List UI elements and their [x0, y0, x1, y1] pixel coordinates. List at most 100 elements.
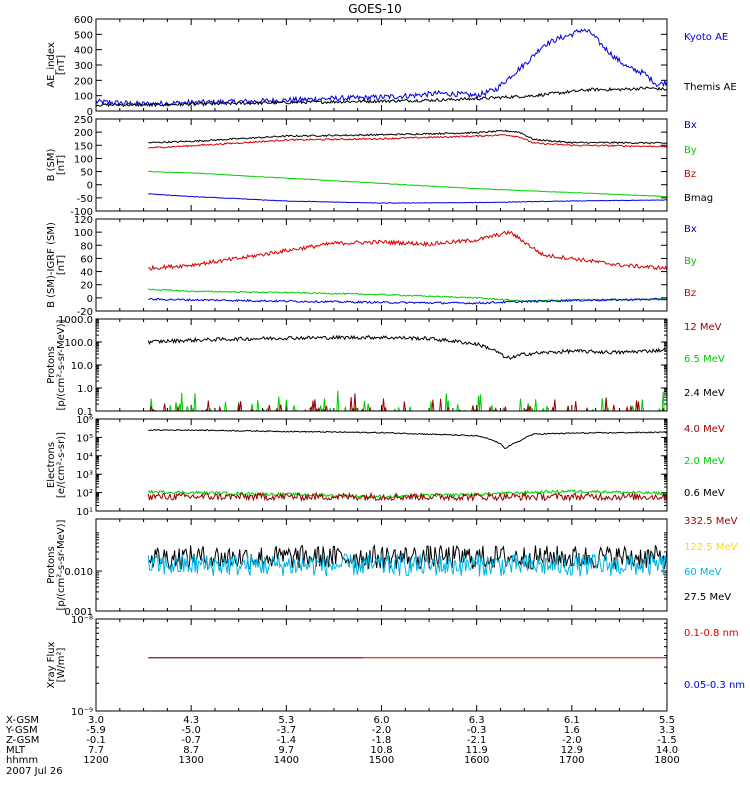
ylabel: B (SM) — [46, 148, 57, 181]
series-line — [147, 552, 667, 577]
panel-frame — [95, 318, 668, 412]
xaxis-value: 1700 — [559, 755, 584, 766]
xaxis-value: 1800 — [654, 755, 679, 766]
legend-entry: 122.5 MeV — [684, 542, 738, 553]
ytick-label: 100.0 — [64, 338, 93, 349]
series-line — [147, 334, 667, 361]
xaxis-value: -0.1 — [86, 735, 106, 746]
ytick-label: 120 — [74, 215, 93, 226]
xaxis-value: 11.9 — [466, 745, 488, 756]
ytick-label: 50 — [80, 168, 93, 179]
series-line — [148, 170, 667, 198]
xaxis-value: -2.0 — [562, 735, 582, 746]
xaxis-value: 6.0 — [374, 715, 390, 726]
ylabel: Protons — [46, 346, 57, 383]
xaxis-value: 8.7 — [183, 745, 199, 756]
xaxis-value: 12.9 — [561, 745, 583, 756]
series-line — [147, 491, 667, 502]
ytick-label: 250 — [74, 115, 93, 126]
xaxis-value: -1.4 — [277, 735, 297, 746]
xaxis-row-label: hhmm — [6, 755, 38, 766]
panel-1: 0 100 200 300 400 500 600 AE_index [nT] Kyoto AE T… — [46, 15, 737, 118]
ytick-label: -20 — [77, 307, 93, 318]
panel-frame — [95, 118, 668, 212]
ytick-label: 200 — [74, 76, 93, 87]
ytick-label: 100 — [74, 92, 93, 103]
ytick-label: 10.0 — [71, 361, 93, 372]
ytick-label: 300 — [74, 61, 93, 72]
series-line — [96, 28, 667, 108]
panel-3: -20 0 20 40 60 80 100 120 B (SM)-IGRF (SM) [nT] Bx… — [46, 215, 697, 318]
xaxis-value: 6.1 — [564, 715, 580, 726]
legend-entry: Kyoto AE — [684, 32, 728, 43]
ylabel: [e/(cm²-s-sr)] — [56, 432, 67, 498]
date-label: 2007 Jul 26 — [6, 766, 63, 777]
xaxis-value: 1500 — [369, 755, 394, 766]
legend-entry: 0.6 MeV — [684, 488, 725, 499]
xaxis-value: -1.5 — [657, 735, 677, 746]
xaxis-value: 10.8 — [370, 745, 392, 756]
ytick-label: 10⁶ — [76, 415, 93, 426]
legend-entry: 4.0 MeV — [684, 424, 725, 435]
ylabel: [p/(cm²-s-sr-MeV)] — [56, 319, 67, 410]
xaxis-value: -2.0 — [372, 725, 392, 736]
xaxis-row-label: Y-GSM — [5, 725, 38, 736]
xaxis-value: -5.9 — [86, 725, 106, 736]
xaxis-value: 1.6 — [564, 725, 580, 736]
series-line — [148, 129, 667, 145]
xaxis-row-label: Z-GSM — [6, 735, 39, 746]
legend-entry: Bx — [684, 120, 697, 131]
ylabel: [nT] — [56, 55, 67, 75]
legend-entry: Bx — [684, 224, 697, 235]
legend-entry: By — [684, 256, 697, 267]
legend-entry: 2.0 MeV — [684, 456, 725, 467]
series-line — [148, 288, 667, 303]
xaxis-value: -0.7 — [181, 735, 201, 746]
series-line — [148, 193, 667, 204]
ylabel: [nT] — [56, 155, 67, 175]
ytick-label: 10⁵ — [76, 433, 93, 444]
ylabel: Electrons — [46, 442, 57, 488]
legend-entry: 0.05-0.3 nm — [684, 680, 745, 691]
xaxis-value: 3.0 — [88, 715, 104, 726]
ytick-label: 10² — [76, 489, 93, 500]
ylabel: [nT] — [56, 255, 67, 275]
series-line — [148, 133, 667, 149]
ytick-label: 10¹ — [76, 507, 93, 518]
xaxis-value: 7.7 — [88, 745, 104, 756]
ytick-label: 10⁻⁸ — [71, 615, 93, 626]
ytick-label: 0 — [87, 294, 93, 305]
panel-frame — [95, 618, 668, 712]
panel-4: 0.1 1.0 10.0 100.0 1000.0 Protons [p/(cm²-s-sr… — [46, 315, 725, 418]
panel-6: 0.001 0.010 Protons [p/(cm²-s-sr-MeV)] 332.5… — [46, 516, 738, 618]
xaxis-value: 1400 — [274, 755, 299, 766]
legend-entry: 2.4 MeV — [684, 388, 725, 399]
xaxis-value: 3.3 — [659, 725, 675, 736]
xaxis-value: -2.1 — [467, 735, 487, 746]
ylabel: AE_index — [46, 42, 57, 88]
xaxis-row-label: MLT — [6, 745, 26, 756]
series-line — [148, 297, 667, 305]
ytick-label: 1.0 — [77, 384, 93, 395]
panel-frame — [95, 418, 668, 512]
ytick-label: 150 — [74, 141, 93, 152]
ytick-label: 80 — [80, 241, 93, 252]
ytick-label: 0 — [87, 107, 93, 118]
ylabel: Xray Flux — [46, 641, 57, 688]
panel-7: 10⁻⁹ 10⁻⁸ Xray Flux [W/m²] 0.1-0.8 nm 0.05-0.… — [46, 615, 745, 718]
panel-2: -100 -50 0 50 100 150 200 250 B (SM) [nT] Bx By Bz Bm… — [46, 115, 713, 218]
panel-frame — [95, 218, 668, 312]
panel-5: 10¹ 10² 10³ 10⁴ 10⁵ 10⁶ Electrons [e/(cm²-s-sr)… — [46, 415, 725, 518]
series-line — [149, 393, 665, 411]
legend-entry: 0.1-0.8 nm — [684, 628, 739, 639]
ytick-label: 0.001 — [64, 607, 93, 618]
ytick-label: 10³ — [76, 470, 93, 481]
legend-entry: Bz — [684, 288, 696, 299]
ytick-label: 60 — [80, 254, 93, 265]
ytick-label: 20 — [80, 281, 93, 292]
legend-entry: Themis AE — [683, 82, 737, 93]
legend-entry: Bz — [684, 169, 696, 180]
ytick-label: 10⁴ — [76, 452, 93, 463]
xaxis-value: 1200 — [83, 755, 108, 766]
legend-entry: 27.5 MeV — [684, 592, 731, 603]
